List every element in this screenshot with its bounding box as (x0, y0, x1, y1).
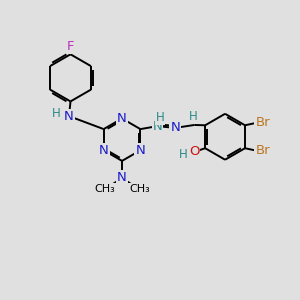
Text: CH₃: CH₃ (129, 184, 150, 194)
Text: H: H (178, 148, 187, 161)
Text: N: N (99, 144, 109, 157)
Text: N: N (117, 172, 127, 184)
Text: F: F (67, 40, 74, 52)
Text: H: H (52, 107, 61, 120)
Text: N: N (117, 112, 127, 125)
Text: N: N (153, 120, 162, 133)
Text: N: N (64, 110, 74, 123)
Text: Br: Br (255, 144, 270, 157)
Text: N: N (170, 122, 180, 134)
Text: O: O (189, 145, 199, 158)
Text: H: H (188, 110, 197, 123)
Text: CH₃: CH₃ (94, 184, 115, 194)
Text: Br: Br (255, 116, 270, 129)
Text: H: H (155, 111, 164, 124)
Text: N: N (136, 144, 145, 157)
